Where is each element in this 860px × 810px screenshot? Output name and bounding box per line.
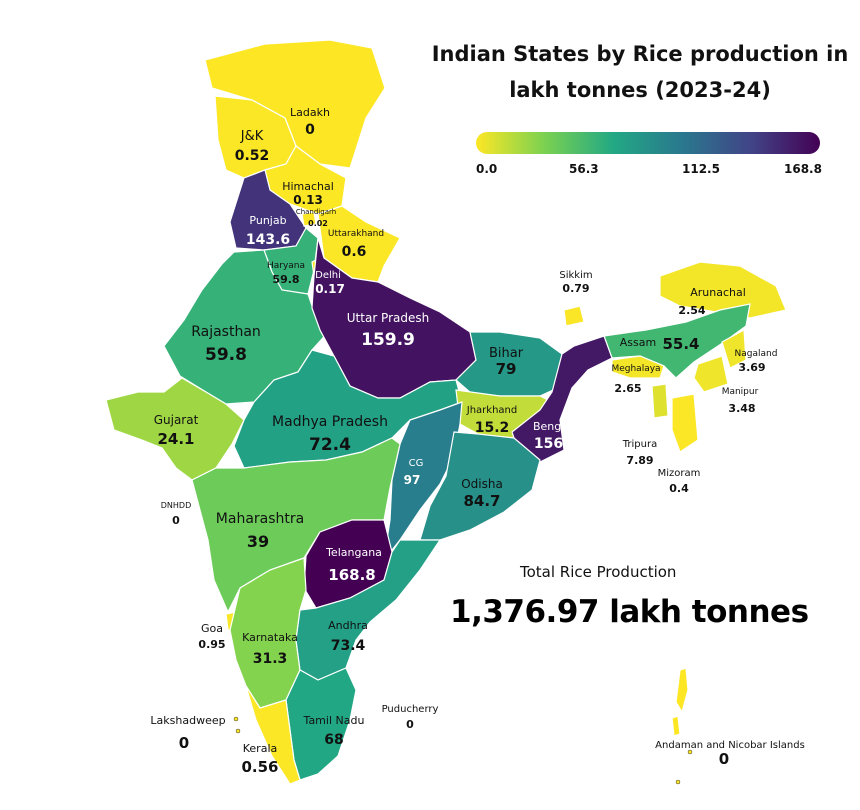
region-name-sikkim: Sikkim <box>559 270 592 281</box>
region-manipur <box>693 355 729 393</box>
region-mizoram <box>671 393 699 453</box>
region-sikkim <box>563 305 585 327</box>
region-name-karnataka: Karnataka <box>242 631 298 644</box>
island-speck <box>235 728 241 734</box>
region-meghalaya <box>611 355 665 379</box>
colorbar <box>476 132 820 154</box>
region-name-arunachal: Arunachal <box>690 286 746 299</box>
region-value-telangana: 168.8 <box>328 566 375 584</box>
region-value-nagaland: 3.69 <box>738 361 765 374</box>
region-value-andhra: 73.4 <box>331 638 366 654</box>
region-name-delhi: Delhi <box>315 270 341 281</box>
region-name-meghalaya: Meghalaya <box>611 364 660 374</box>
region-value-himachal: 0.13 <box>293 193 323 207</box>
region-tripura <box>651 383 669 419</box>
region-name-mizoram: Mizoram <box>658 468 701 479</box>
region-value-meghalaya: 2.65 <box>614 382 641 395</box>
region-name-chandigarh: Chandigarh <box>296 208 336 216</box>
region-value-lakshadweep: 0 <box>179 734 189 752</box>
region-value-jharkhand: 15.2 <box>475 420 510 436</box>
region-name-punjab: Punjab <box>249 214 286 227</box>
region-name-madhya-pradesh: Madhya Pradesh <box>272 414 388 430</box>
region-value-delhi: 0.17 <box>315 282 345 296</box>
region-name-bihar: Bihar <box>489 346 524 361</box>
region-name-puducherry: Puducherry <box>382 704 439 715</box>
region-value-maharashtra: 39 <box>247 532 269 551</box>
region-name-andhra: Andhra <box>328 619 368 632</box>
region-name-nagaland: Nagaland <box>735 349 778 359</box>
region-value-uttarakhand: 0.6 <box>342 244 367 260</box>
region-name-odisha: Odisha <box>461 477 503 491</box>
total-label: Total Rice Production <box>520 563 677 581</box>
region-value-puducherry: 0 <box>406 718 414 731</box>
region-value-arunachal: 2.54 <box>678 304 705 317</box>
region-value-chandigarh: 0.02 <box>308 219 328 228</box>
region-arunachal <box>659 261 787 319</box>
island-speck <box>675 779 681 785</box>
region-value-tripura: 7.89 <box>626 454 653 467</box>
region-name-tripura: Tripura <box>622 439 657 450</box>
region-name-uttarakhand: Uttarakhand <box>328 229 384 239</box>
region-bengal <box>511 335 613 463</box>
region-value-sikkim: 0.79 <box>562 282 589 295</box>
region-name-manipur: Manipur <box>722 387 759 397</box>
region-name-dnhdd: DNHDD <box>161 501 191 510</box>
region-value-karnataka: 31.3 <box>253 651 288 667</box>
region-name-haryana: Haryana <box>267 261 305 271</box>
region-name-andaman-and-nicobar-islands: Andaman and Nicobar Islands <box>655 740 805 751</box>
island-speck <box>687 749 693 755</box>
region-value-j-k: 0.52 <box>235 148 270 164</box>
region-value-mizoram: 0.4 <box>669 482 689 495</box>
region-chandigarh <box>301 211 317 227</box>
region-name-ladakh: Ladakh <box>290 106 330 119</box>
region-name-rajasthan: Rajasthan <box>191 324 261 340</box>
region-odisha <box>419 431 541 541</box>
region-value-tamil-nadu: 68 <box>324 732 343 748</box>
region-name-assam: Assam <box>620 336 656 349</box>
region-kerala <box>245 685 301 785</box>
region-value-punjab: 143.6 <box>246 232 290 248</box>
region-name-cg: CG <box>409 458 424 469</box>
region-name-gujarat: Gujarat <box>154 413 199 427</box>
region-name-jharkhand: Jharkhand <box>466 405 517 416</box>
colorbar-tick-3: 168.8 <box>784 162 822 176</box>
region-name-kerala: Kerala <box>243 742 278 755</box>
region-value-bihar: 79 <box>496 360 517 378</box>
colorbar-tick-2: 112.5 <box>682 162 720 176</box>
region-name-lakshadweep: Lakshadweep <box>150 714 225 727</box>
region-value-manipur: 3.48 <box>728 402 755 415</box>
total-value: 1,376.97 lakh tonnes <box>450 594 809 630</box>
region-value-kerala: 0.56 <box>241 758 278 776</box>
region-value-ladakh: 0 <box>305 122 315 138</box>
region-value-bengal: 156.9 <box>534 436 578 452</box>
region-value-rajasthan: 59.8 <box>205 345 247 365</box>
region-name-bengal: Bengal <box>533 420 571 433</box>
region-name-telangana: Telangana <box>325 546 382 559</box>
region-value-andaman-and-nicobar-islands: 0 <box>719 750 729 768</box>
region-name-maharashtra: Maharashtra <box>216 511 304 527</box>
region-value-madhya-pradesh: 72.4 <box>309 435 351 455</box>
region-value-odisha: 84.7 <box>463 492 500 510</box>
island-speck <box>233 716 239 722</box>
colorbar-tick-0: 0.0 <box>476 162 498 176</box>
region-name-goa: Goa <box>201 622 223 635</box>
map-title: Indian States by Rice production in lakh… <box>431 42 849 102</box>
region-value-dnhdd: 0 <box>172 514 180 527</box>
region-name-j-k: J&K <box>240 129 264 144</box>
region-name-uttar-pradesh: Uttar Pradesh <box>347 311 429 325</box>
region-name-tamil-nadu: Tamil Nadu <box>303 714 365 727</box>
colorbar-tick-1: 56.3 <box>569 162 599 176</box>
region-nagaland <box>721 329 747 369</box>
region-name-himachal: Himachal <box>282 180 334 193</box>
region-value-uttar-pradesh: 159.9 <box>361 330 415 350</box>
region-value-goa: 0.95 <box>198 638 225 651</box>
region-value-gujarat: 24.1 <box>157 430 194 448</box>
region-andaman-and-nicobar-islands <box>671 667 689 737</box>
region-gujarat <box>105 377 245 481</box>
region-value-haryana: 59.8 <box>272 273 299 286</box>
region-value-cg: 97 <box>404 473 421 487</box>
region-value-assam: 55.4 <box>662 335 699 353</box>
